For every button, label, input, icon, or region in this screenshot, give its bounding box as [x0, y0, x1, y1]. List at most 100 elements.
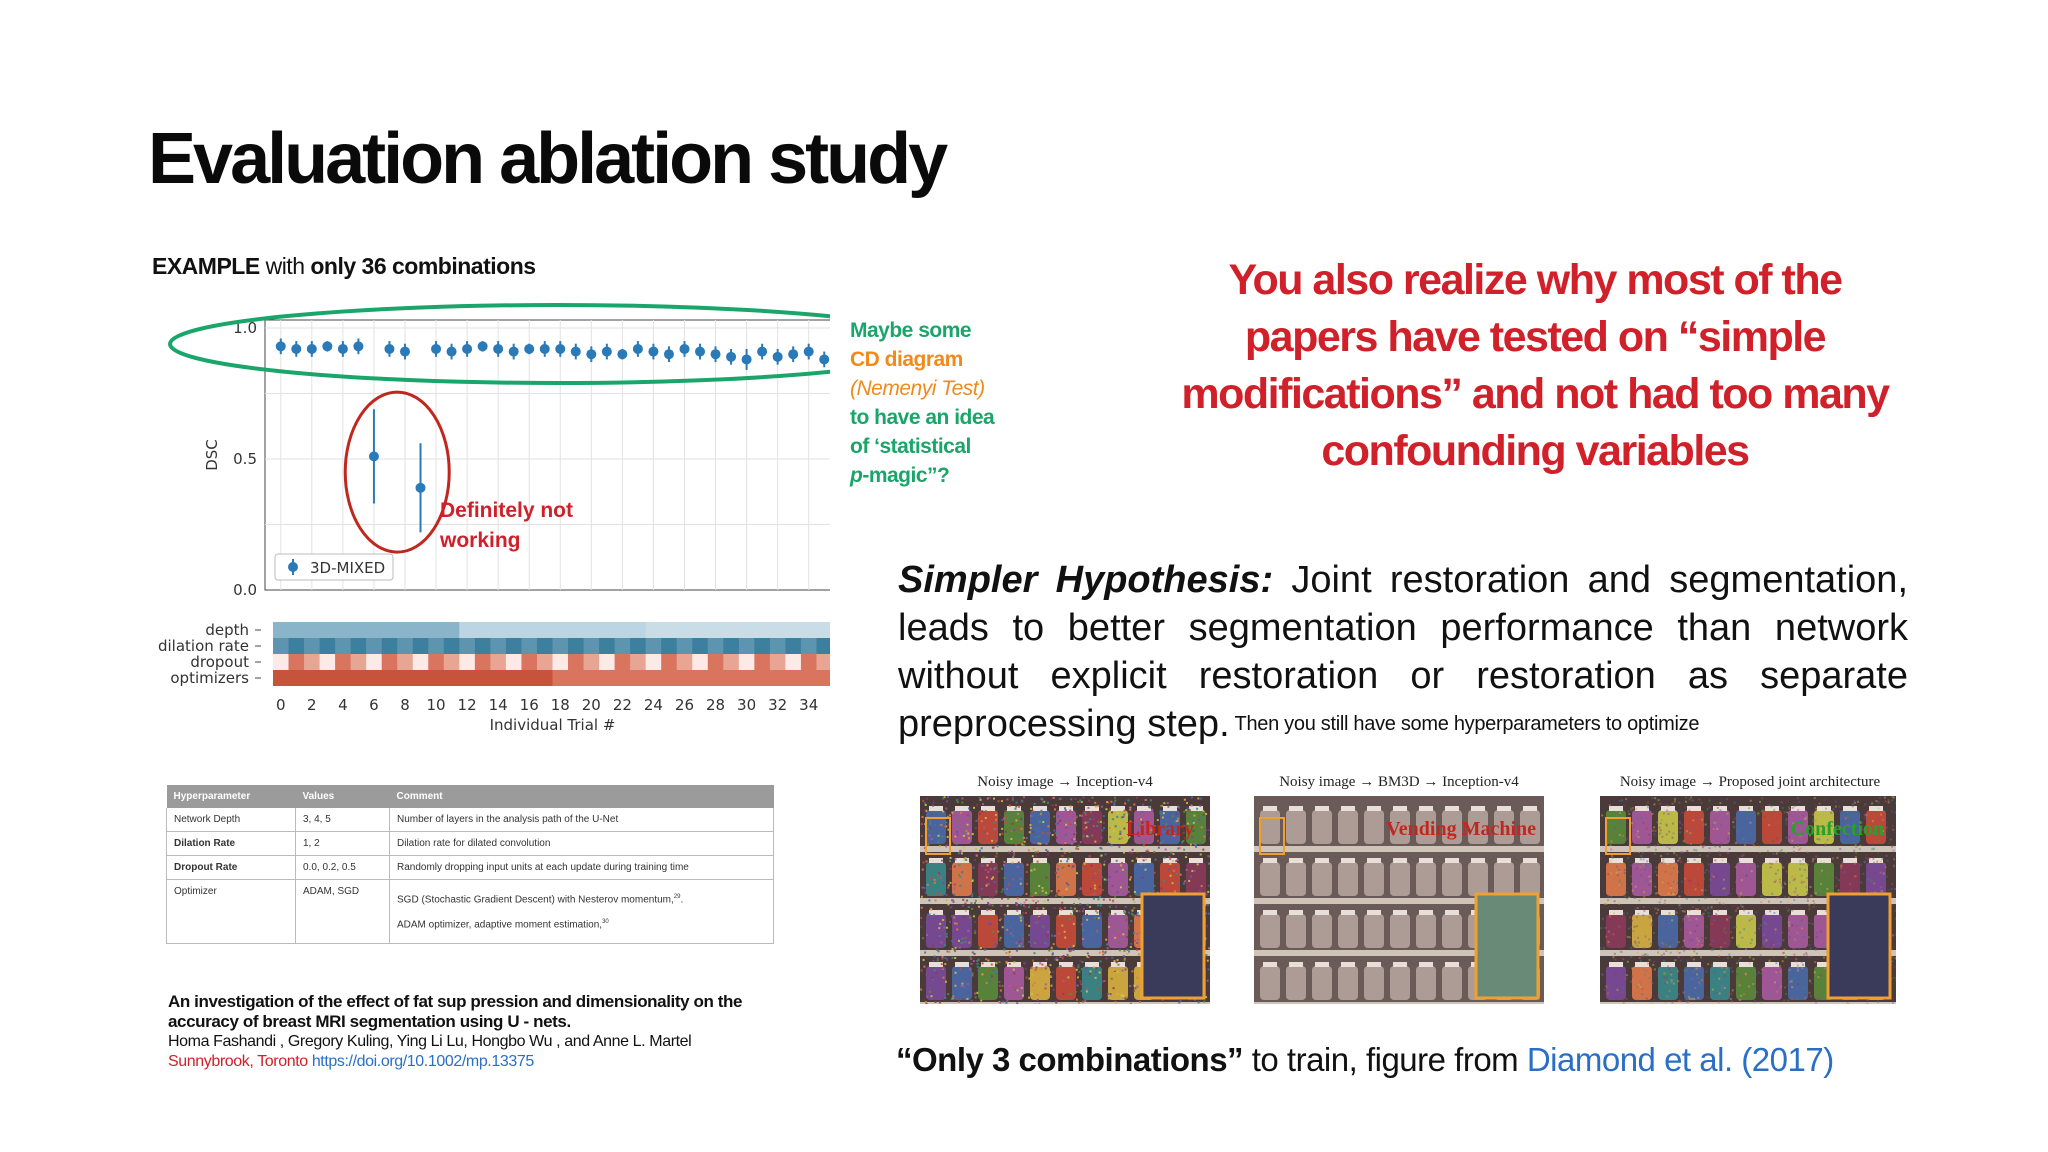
noise-pixel	[1748, 977, 1751, 980]
jar	[1658, 914, 1678, 948]
noise-pixel	[967, 839, 970, 842]
noise-pixel	[1680, 928, 1683, 931]
noise-pixel	[1814, 819, 1817, 822]
noise-pixel	[1079, 814, 1082, 817]
noise-pixel	[1692, 829, 1695, 832]
jar-lid	[1111, 806, 1125, 811]
jar	[1004, 810, 1024, 844]
noise-pixel	[1819, 882, 1822, 885]
noise-pixel	[943, 944, 946, 947]
noise-pixel	[1726, 812, 1729, 815]
noise-pixel	[986, 864, 989, 867]
noise-pixel	[1176, 882, 1179, 885]
noise-pixel	[1171, 860, 1174, 863]
jar-lid	[1419, 858, 1433, 863]
noise-pixel	[1808, 955, 1811, 958]
noise-pixel	[1141, 810, 1144, 813]
noise-pixel	[1764, 928, 1767, 931]
noise-pixel	[1020, 819, 1023, 822]
zoom-inset	[1826, 892, 1892, 1000]
noise-pixel	[969, 916, 972, 919]
jar-lid	[1609, 962, 1623, 967]
noise-pixel	[954, 835, 957, 838]
noise-pixel	[1103, 863, 1106, 866]
noise-pixel	[1133, 931, 1136, 934]
noise-pixel	[1634, 866, 1637, 869]
noise-pixel	[961, 871, 964, 874]
noise-pixel	[1017, 812, 1020, 815]
noise-pixel	[1038, 884, 1041, 887]
x-tick-label: 26	[675, 696, 694, 714]
noise-pixel	[1684, 979, 1687, 982]
heatmap-cell	[645, 622, 662, 638]
jar-lid	[1817, 962, 1831, 967]
noise-pixel	[1857, 800, 1860, 803]
noise-pixel	[1025, 898, 1028, 901]
noise-pixel	[1692, 819, 1695, 822]
noise-pixel	[1689, 879, 1692, 882]
noise-pixel	[1643, 891, 1646, 894]
noise-pixel	[921, 868, 924, 871]
noise-pixel	[1800, 907, 1803, 910]
noise-pixel	[1192, 821, 1195, 824]
noise-pixel	[1814, 892, 1817, 895]
noise-pixel	[1146, 829, 1149, 832]
diamond-link[interactable]: Diamond et al. (2017)	[1526, 1041, 1834, 1078]
noise-pixel	[946, 950, 949, 953]
noise-pixel	[1630, 946, 1633, 949]
noise-pixel	[1659, 980, 1662, 983]
noise-pixel	[1077, 844, 1080, 847]
noise-pixel	[1115, 870, 1118, 873]
noise-pixel	[1820, 993, 1823, 996]
jar-lid	[1289, 910, 1303, 915]
heatmap-cell	[428, 638, 445, 654]
heatmap-cell	[785, 622, 802, 638]
noise-pixel	[1637, 984, 1640, 987]
noise-pixel	[1208, 947, 1210, 950]
noise-pixel	[1788, 908, 1791, 911]
noise-pixel	[1689, 948, 1692, 951]
noise-pixel	[1086, 835, 1089, 838]
noise-pixel	[1713, 821, 1716, 824]
noise-pixel	[1883, 796, 1886, 799]
noise-pixel	[967, 807, 970, 810]
noise-pixel	[1697, 860, 1700, 863]
noise-pixel	[1750, 938, 1753, 941]
noise-pixel	[1102, 821, 1105, 824]
noise-pixel	[1774, 931, 1777, 934]
noise-pixel	[1092, 825, 1095, 828]
noise-pixel	[1687, 879, 1690, 882]
noise-pixel	[1147, 822, 1150, 825]
noise-pixel	[1081, 910, 1084, 913]
noise-pixel	[1807, 936, 1810, 939]
noise-pixel	[1046, 801, 1049, 804]
noise-pixel	[1783, 999, 1786, 1002]
jar	[1736, 914, 1756, 948]
noise-pixel	[953, 893, 956, 896]
noise-pixel	[1627, 810, 1630, 813]
noise-pixel	[1721, 987, 1724, 990]
y-tick-label: 0.5	[233, 450, 257, 468]
noise-pixel	[1100, 939, 1103, 942]
hyperparameter-table: Hyperparameter Values Comment Network De…	[166, 785, 774, 944]
jar-lid	[1817, 806, 1831, 811]
noise-pixel	[1196, 807, 1199, 810]
noise-pixel	[1053, 907, 1056, 910]
noise-pixel	[1661, 942, 1664, 945]
noise-pixel	[1652, 960, 1655, 963]
jar	[1390, 914, 1410, 948]
noise-pixel	[1687, 915, 1690, 918]
noise-pixel	[1785, 906, 1788, 909]
noise-pixel	[1608, 915, 1611, 918]
noise-pixel	[1748, 956, 1751, 959]
noise-pixel	[1029, 824, 1032, 827]
noise-pixel	[970, 962, 973, 965]
noise-pixel	[1816, 838, 1819, 841]
doi-link[interactable]: https://doi.org/10.1002/mp.13375	[311, 1053, 534, 1070]
noise-pixel	[1047, 884, 1050, 887]
noise-pixel	[1675, 976, 1678, 979]
noise-pixel	[930, 876, 933, 879]
jar	[1788, 966, 1808, 1000]
noise-pixel	[1713, 971, 1716, 974]
noise-pixel	[1050, 890, 1053, 893]
